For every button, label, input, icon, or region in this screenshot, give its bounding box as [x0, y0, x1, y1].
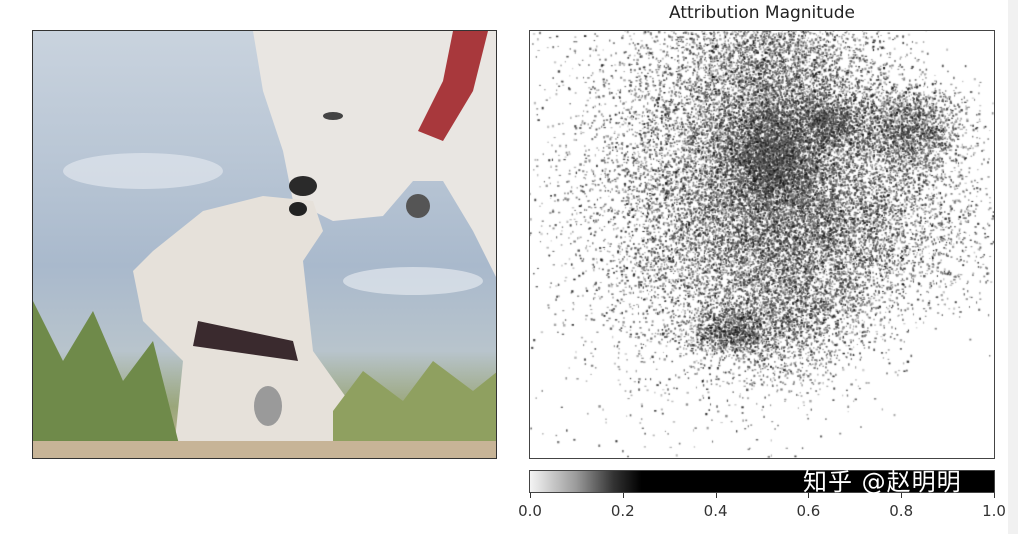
- colorbar-tick-label: 0.8: [889, 502, 914, 520]
- watermark: 知乎 @赵明明: [803, 468, 962, 496]
- input-photo-two-dogs: [32, 30, 497, 459]
- dogs-illustration: [33, 31, 496, 458]
- colorbar: [529, 470, 995, 493]
- colorbar-tick-label: 0.2: [610, 502, 635, 520]
- colorbar-tick-label: 0.4: [703, 502, 728, 520]
- attribution-heatmap: [529, 30, 995, 459]
- page-edge: [1008, 0, 1018, 534]
- colorbar-tick-label: 0.0: [518, 502, 542, 520]
- colorbar-tick-label: 0.6: [796, 502, 821, 520]
- colorbar-tick: [530, 493, 531, 498]
- colorbar-tick: [994, 493, 995, 498]
- colorbar-tick-label: 1.0: [982, 502, 1006, 520]
- colorbar-tick: [715, 493, 717, 498]
- colorbar-tick: [901, 493, 903, 498]
- colorbar-tick: [808, 493, 810, 498]
- chart-title: Attribution Magnitude: [669, 3, 855, 23]
- colorbar-tick: [622, 493, 624, 498]
